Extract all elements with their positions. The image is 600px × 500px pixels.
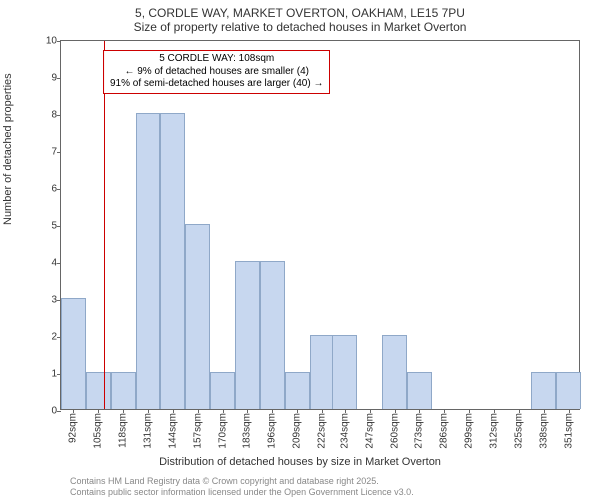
x-tick-mark <box>419 409 420 413</box>
y-tick-mark <box>57 152 61 153</box>
footer-line2: Contains public sector information licen… <box>70 487 414 498</box>
x-tick-label: 144sqm <box>167 413 178 449</box>
x-tick-label: 338sqm <box>538 413 549 449</box>
x-tick-label: 92sqm <box>68 413 79 443</box>
histogram-bar <box>332 335 357 409</box>
histogram-bar <box>531 372 556 409</box>
title-line2: Size of property relative to detached ho… <box>0 20 600 34</box>
x-tick-mark <box>322 409 323 413</box>
y-tick-mark <box>57 226 61 227</box>
y-tick-mark <box>57 115 61 116</box>
histogram-bar <box>556 372 581 409</box>
x-tick-label: 260sqm <box>389 413 400 449</box>
histogram-bar <box>285 372 310 409</box>
annotation-line3: 91% of semi-detached houses are larger (… <box>110 78 323 91</box>
annotation-line2: ← 9% of detached houses are smaller (4) <box>110 66 323 79</box>
x-tick-mark <box>272 409 273 413</box>
annotation-box: 5 CORDLE WAY: 108sqm ← 9% of detached ho… <box>103 50 330 94</box>
x-tick-mark <box>297 409 298 413</box>
chart-plot-area: 012345678910 92sqm105sqm118sqm131sqm144s… <box>60 40 580 410</box>
histogram-bar <box>310 335 335 409</box>
footer-line1: Contains HM Land Registry data © Crown c… <box>70 476 414 487</box>
y-tick-mark <box>57 78 61 79</box>
footer-attribution: Contains HM Land Registry data © Crown c… <box>70 476 414 498</box>
x-tick-mark <box>223 409 224 413</box>
x-tick-mark <box>73 409 74 413</box>
x-tick-label: 196sqm <box>267 413 278 449</box>
histogram-bar <box>61 298 86 409</box>
histogram-bar <box>185 224 210 409</box>
y-axis-label: Number of detached properties <box>2 73 14 225</box>
chart-title: 5, CORDLE WAY, MARKET OVERTON, OAKHAM, L… <box>0 0 600 34</box>
x-tick-label: 118sqm <box>118 413 129 448</box>
x-tick-mark <box>98 409 99 413</box>
x-tick-mark <box>444 409 445 413</box>
x-tick-label: 222sqm <box>316 413 327 449</box>
y-tick-mark <box>57 337 61 338</box>
x-tick-label: 273sqm <box>414 413 425 449</box>
y-tick-mark <box>57 374 61 375</box>
x-tick-mark <box>519 409 520 413</box>
x-tick-label: 234sqm <box>339 413 350 449</box>
x-tick-label: 209sqm <box>292 413 303 449</box>
x-tick-mark <box>370 409 371 413</box>
y-tick-mark <box>57 41 61 42</box>
x-tick-mark <box>148 409 149 413</box>
histogram-bar <box>86 372 111 409</box>
histogram-bar <box>260 261 285 409</box>
y-tick-label: 10 <box>46 36 57 47</box>
title-line1: 5, CORDLE WAY, MARKET OVERTON, OAKHAM, L… <box>0 6 600 20</box>
histogram-bar <box>235 261 260 409</box>
x-tick-label: 247sqm <box>364 413 375 449</box>
histogram-bar <box>160 113 185 409</box>
x-tick-label: 286sqm <box>439 413 450 449</box>
y-tick-mark <box>57 411 61 412</box>
histogram-bar <box>111 372 136 409</box>
x-tick-mark <box>198 409 199 413</box>
x-tick-mark <box>173 409 174 413</box>
x-tick-mark <box>494 409 495 413</box>
y-tick-mark <box>57 189 61 190</box>
x-tick-mark <box>569 409 570 413</box>
y-tick-mark <box>57 263 61 264</box>
x-tick-label: 170sqm <box>217 413 228 449</box>
x-tick-mark <box>544 409 545 413</box>
x-tick-label: 157sqm <box>192 413 203 449</box>
x-tick-label: 325sqm <box>513 413 524 449</box>
x-tick-mark <box>247 409 248 413</box>
bars-container <box>61 41 579 409</box>
x-tick-label: 351sqm <box>563 413 574 449</box>
annotation-line1: 5 CORDLE WAY: 108sqm <box>110 53 323 66</box>
x-tick-mark <box>395 409 396 413</box>
x-axis-label: Distribution of detached houses by size … <box>0 456 600 468</box>
y-tick-mark <box>57 300 61 301</box>
x-tick-label: 105sqm <box>93 413 104 449</box>
histogram-bar <box>136 113 161 409</box>
x-tick-mark <box>469 409 470 413</box>
histogram-bar <box>407 372 432 409</box>
x-tick-mark <box>345 409 346 413</box>
histogram-bar <box>382 335 407 409</box>
marker-line <box>104 41 105 409</box>
x-tick-label: 312sqm <box>489 413 500 449</box>
x-tick-label: 131sqm <box>142 413 153 449</box>
histogram-bar <box>210 372 235 409</box>
x-tick-label: 183sqm <box>242 413 253 449</box>
x-tick-label: 299sqm <box>464 413 475 449</box>
x-tick-mark <box>123 409 124 413</box>
